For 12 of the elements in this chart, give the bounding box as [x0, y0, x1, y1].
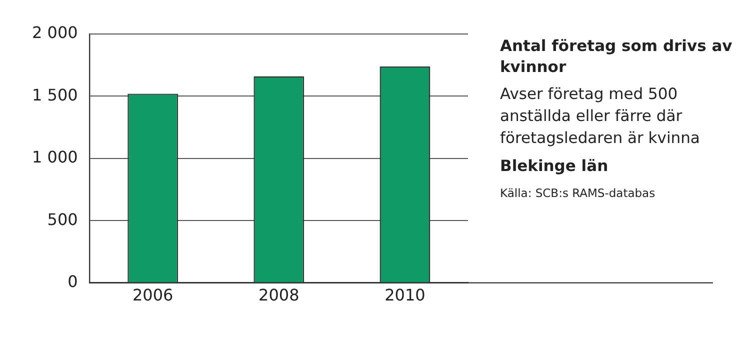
x-tick-label: 2006 [132, 286, 174, 305]
x-tick-label: 2010 [384, 286, 426, 305]
y-tick-label: 1 000 [32, 148, 78, 167]
y-tick-label: 1 500 [32, 85, 78, 104]
text: Avser företag med 500 anställda eller färre där företagsledaren är kvinna [500, 84, 701, 149]
y-tick-label: 2 000 [32, 23, 78, 42]
y-tick-label: 0 [68, 272, 78, 291]
x-tick-label: 2008 [258, 286, 300, 305]
text: Blekinge län [500, 157, 610, 175]
text: Antal företag som drivs av kvinnor [500, 36, 734, 78]
y-tick-label: 500 [47, 210, 78, 229]
text: Källa: SCB:s RAMS-databas [500, 186, 656, 200]
